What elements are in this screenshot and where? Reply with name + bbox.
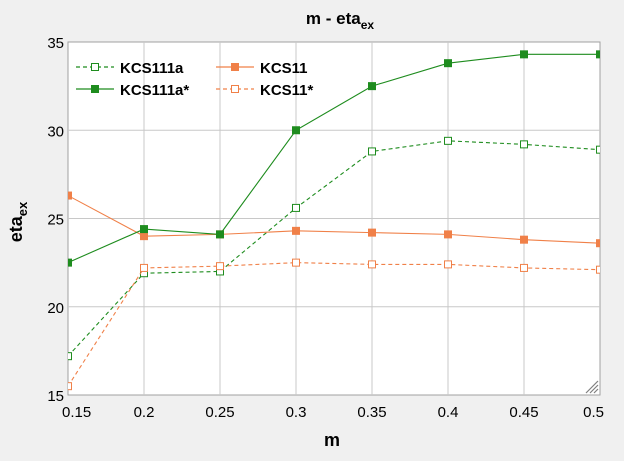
legend-marker — [91, 63, 99, 71]
data-point — [520, 140, 528, 149]
data-point — [520, 263, 528, 272]
x-tick-label: 0.2 — [134, 404, 155, 421]
data-point — [444, 230, 452, 239]
series-line — [68, 53, 600, 264]
y-tick-label: 30 — [47, 123, 64, 140]
data-point — [140, 263, 148, 272]
data-point — [596, 50, 600, 59]
x-tick-label: 0.35 — [357, 404, 386, 421]
series-kcs111a — [68, 136, 600, 361]
y-tick-label: 35 — [47, 35, 64, 52]
series-line — [68, 195, 600, 244]
data-point — [596, 145, 600, 154]
x-tick-label: 0.5 — [583, 404, 604, 421]
data-point — [596, 239, 600, 248]
data-point — [520, 50, 528, 59]
data-point — [368, 147, 376, 156]
x-tick-label: 0.3 — [286, 404, 307, 421]
resize-grip-icon[interactable] — [585, 380, 599, 394]
x-tick-label: 0.15 — [62, 404, 91, 421]
legend-marker — [231, 63, 239, 71]
data-point — [292, 226, 300, 235]
x-axis-label: m — [324, 430, 340, 450]
series-kcs11- — [68, 258, 600, 391]
data-point — [216, 230, 224, 239]
legend: KCS111a KCS11 KCS111a* KCS11* — [76, 60, 314, 99]
series-layer — [68, 50, 600, 391]
y-tick-label: 25 — [47, 212, 64, 229]
data-point — [368, 260, 376, 269]
data-point — [68, 352, 72, 361]
series-line — [68, 262, 600, 387]
legend-entry: KCS11 — [216, 60, 308, 77]
data-point — [216, 262, 224, 271]
data-point — [140, 232, 148, 241]
data-point — [368, 228, 376, 237]
x-tick-label: 0.25 — [205, 404, 234, 421]
x-tick-label: 0.4 — [438, 404, 459, 421]
y-tick-label: 20 — [47, 300, 64, 317]
legend-entry: KCS11* — [216, 82, 314, 99]
data-point — [292, 126, 300, 135]
legend-label: KCS11* — [260, 82, 314, 99]
legend-entry: KCS111a* — [76, 82, 189, 99]
legend-marker — [231, 85, 239, 93]
data-point — [140, 225, 148, 234]
series-kcs111a- — [68, 50, 600, 267]
grid — [68, 42, 600, 395]
legend-entry: KCS111a — [76, 60, 184, 77]
data-point — [444, 136, 452, 145]
legend-label: KCS111a — [120, 60, 184, 77]
data-point — [68, 258, 72, 267]
data-point — [444, 260, 452, 269]
data-point — [444, 59, 452, 68]
axis-ticks: 0.15 0.2 0.25 0.3 0.35 0.4 0.45 0.5 15 20 25 30 35 — [47, 35, 604, 421]
y-tick-label: 15 — [47, 388, 64, 405]
y-axis-label: etaex — [6, 201, 30, 242]
data-point — [520, 235, 528, 244]
x-tick-label: 0.45 — [509, 404, 538, 421]
data-point — [292, 203, 300, 212]
legend-marker — [91, 85, 99, 93]
data-point — [292, 258, 300, 267]
data-point — [68, 382, 72, 391]
legend-label: KCS111a* — [120, 82, 189, 99]
data-point — [596, 265, 600, 274]
data-point — [368, 82, 376, 91]
data-point — [68, 191, 72, 200]
chart-title: m - etaex — [306, 9, 374, 32]
legend-label: KCS11 — [260, 60, 308, 77]
